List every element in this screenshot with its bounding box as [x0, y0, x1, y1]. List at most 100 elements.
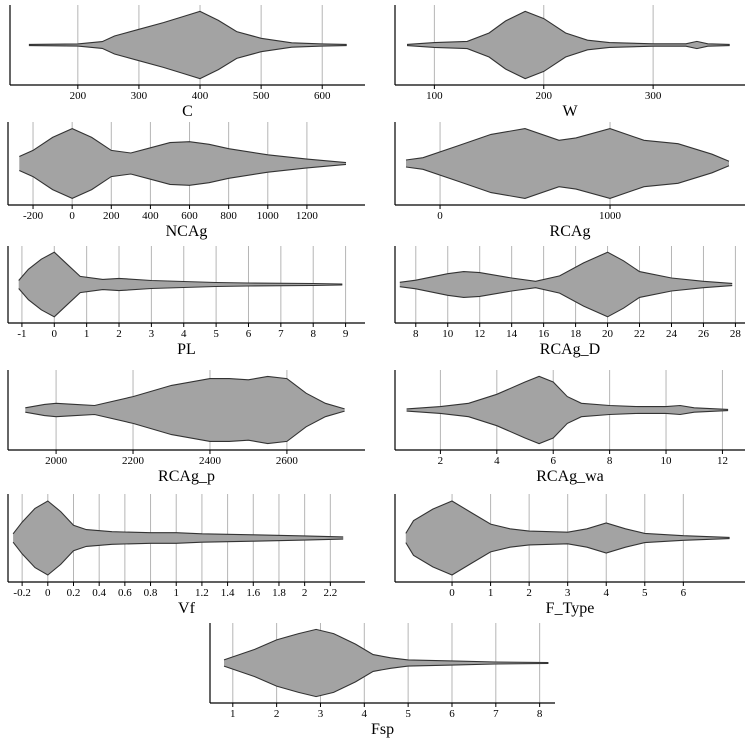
x-tick-label: 0 — [437, 210, 443, 222]
violin-area — [406, 128, 729, 164]
violin-area — [28, 11, 347, 45]
x-tick-label: 2400 — [199, 455, 222, 467]
violin-area — [406, 410, 729, 444]
x-tick-label: 6 — [449, 708, 455, 720]
x-tick-label: 0 — [52, 328, 58, 340]
x-tick-label: 8 — [607, 455, 613, 467]
x-tick-label: 4 — [362, 708, 368, 720]
x-tick-label: 100 — [426, 90, 443, 102]
x-axis-label: Fsp — [371, 721, 394, 738]
x-tick-label: 18 — [570, 328, 582, 340]
x-tick-label: 4 — [603, 587, 609, 599]
x-tick-label: 0.4 — [92, 587, 106, 599]
x-tick-label: 6 — [246, 328, 252, 340]
x-tick-label: 1.6 — [246, 587, 260, 599]
x-tick-label: 1000 — [257, 210, 280, 222]
x-tick-label: 6 — [550, 455, 556, 467]
x-tick-label: 22 — [634, 328, 645, 340]
x-tick-label: 10 — [661, 455, 673, 467]
x-tick-label: 7 — [278, 328, 284, 340]
x-tick-label: 0 — [449, 587, 455, 599]
violin-outline — [405, 538, 730, 576]
x-tick-label: -200 — [23, 210, 44, 222]
violin-area — [25, 376, 345, 410]
x-tick-label: 16 — [538, 328, 550, 340]
x-tick-label: 1200 — [296, 210, 319, 222]
x-tick-label: 1 — [230, 708, 236, 720]
x-tick-label: 12 — [717, 455, 728, 467]
violin-outline — [223, 628, 549, 664]
violin-outline — [405, 128, 730, 162]
violin-outline — [405, 500, 730, 538]
x-tick-label: 300 — [131, 90, 148, 102]
violin-area — [18, 252, 343, 285]
x-tick-label: 800 — [220, 210, 237, 222]
x-tick-label: 2 — [438, 455, 444, 467]
x-tick-label: 0 — [69, 210, 75, 222]
x-tick-label: 2 — [274, 708, 280, 720]
violin-area — [407, 45, 730, 79]
x-tick-label: 5 — [213, 328, 219, 340]
violin-outline — [406, 45, 730, 80]
x-axis-label: W — [562, 103, 578, 120]
violin-area — [405, 501, 730, 538]
violin-outline — [406, 410, 729, 445]
x-tick-label: 8 — [310, 328, 316, 340]
x-tick-label: -1 — [17, 328, 26, 340]
x-tick-label: -0.2 — [13, 587, 30, 599]
violin-outline — [406, 375, 729, 410]
x-tick-label: 600 — [181, 210, 198, 222]
x-axis-label: RCAg_p — [158, 468, 215, 485]
x-tick-label: 5 — [642, 587, 648, 599]
x-tick-label: 2 — [116, 328, 122, 340]
x-tick-label: 500 — [253, 90, 270, 102]
violin-panel: 0 1000 RCAg — [394, 122, 745, 240]
violin-panel: 8 10 12 14 16 18 20 22 24 26 28 RCAg_D — [394, 246, 745, 358]
x-tick-label: 2 — [526, 587, 532, 599]
violin-outline — [28, 45, 347, 80]
x-tick-label: 10 — [442, 328, 454, 340]
violin-panel: 2000 2200 2400 2600 RCAg_p — [7, 370, 365, 485]
violin-area — [407, 11, 730, 45]
x-tick-label: 300 — [645, 90, 662, 102]
violin-outline — [25, 410, 345, 445]
x-tick-label: 2600 — [276, 455, 299, 467]
violin-area — [13, 501, 344, 538]
violin-outline — [12, 500, 344, 538]
x-tick-label: 0.6 — [118, 587, 132, 599]
x-tick-label: 1.2 — [195, 587, 209, 599]
violin-area — [25, 410, 345, 444]
x-tick-label: 14 — [506, 328, 518, 340]
x-axis-label: F_Type — [546, 600, 595, 617]
violin-outline — [12, 538, 344, 576]
violin-outline — [25, 375, 345, 410]
x-tick-label: 1 — [488, 587, 494, 599]
violin-panel: -200 0 200 400 600 800 1000 1200 NCAg — [7, 122, 365, 240]
x-tick-label: 0 — [45, 587, 51, 599]
x-tick-label: 3 — [565, 587, 571, 599]
x-tick-label: 1 — [84, 328, 90, 340]
x-tick-label: 8 — [413, 328, 419, 340]
violin-panel: 200 300 400 500 600 C — [9, 5, 365, 120]
x-tick-label: 6 — [681, 587, 687, 599]
x-tick-label: 400 — [192, 90, 209, 102]
x-tick-label: 26 — [698, 328, 710, 340]
x-tick-label: 7 — [493, 708, 499, 720]
violin-outline — [19, 163, 347, 200]
x-axis-label: RCAg — [550, 223, 591, 240]
violin-area — [18, 284, 343, 317]
violin-area — [399, 252, 733, 285]
x-tick-label: 12 — [474, 328, 485, 340]
violin-panel: 0 1 2 3 4 5 6 F_Type — [394, 494, 745, 617]
violin-area — [28, 45, 347, 79]
violin-area — [399, 284, 733, 317]
x-axis-label: C — [182, 103, 193, 120]
violin-outline — [405, 165, 730, 199]
x-tick-label: 20 — [602, 328, 614, 340]
x-tick-label: 4 — [494, 455, 500, 467]
violin-outline — [18, 251, 343, 285]
violin-outline — [399, 285, 733, 318]
violin-panel: 2 4 6 8 10 12 RCAg_wa — [394, 370, 745, 485]
x-tick-label: 8 — [537, 708, 543, 720]
x-tick-label: 24 — [666, 328, 678, 340]
